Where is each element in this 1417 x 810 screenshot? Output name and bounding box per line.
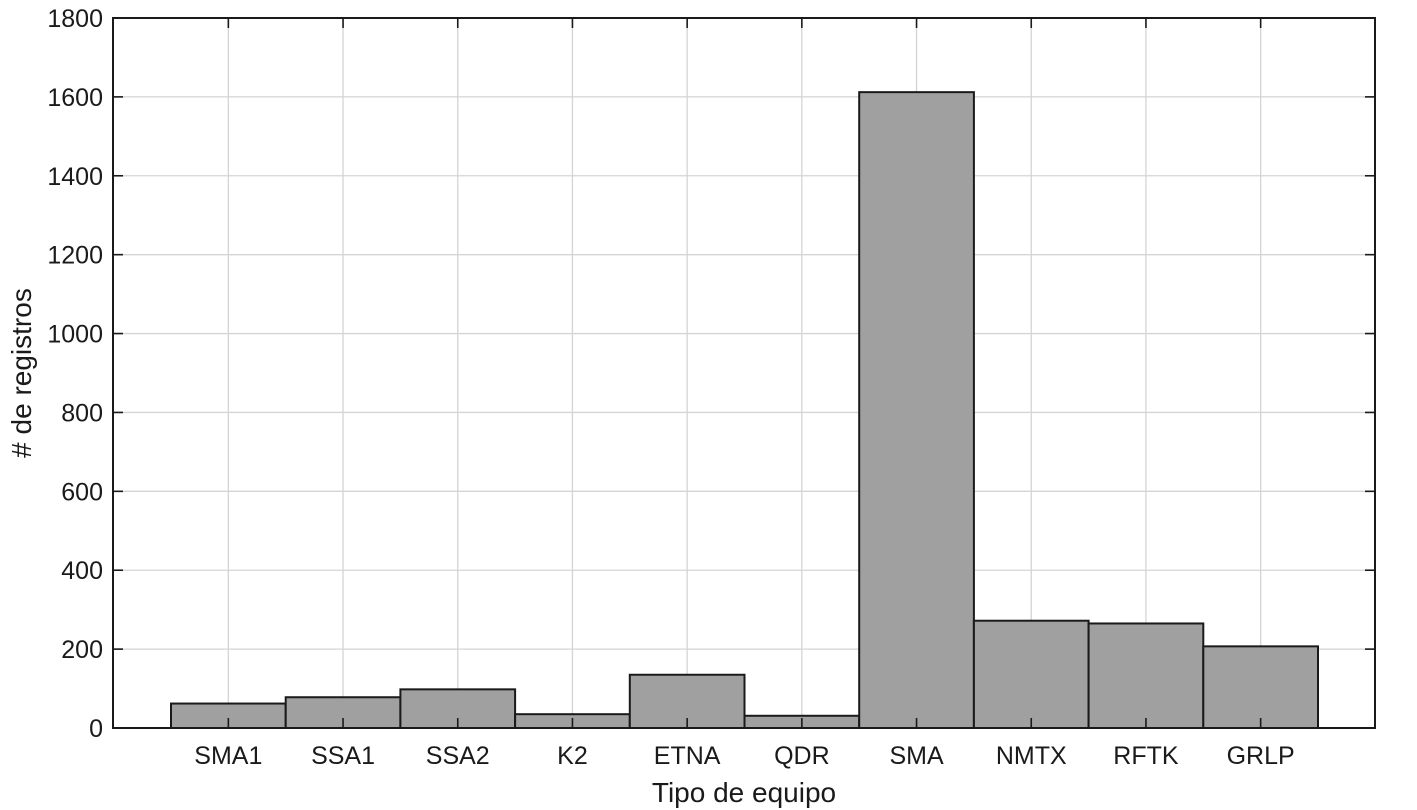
bar	[1087, 622, 1205, 730]
y-tick-label: 1400	[47, 163, 103, 191]
bar	[858, 91, 975, 729]
bar	[1202, 645, 1320, 729]
x-tick-label: NMTX	[996, 742, 1067, 770]
y-tick-label: 200	[61, 636, 103, 664]
plot-frame	[112, 17, 1376, 729]
x-tick-label: K2	[557, 742, 588, 770]
bar	[972, 619, 1090, 730]
y-tick-label: 0	[89, 715, 103, 743]
x-tick-label: RFTK	[1113, 742, 1179, 770]
y-tick-label: 1800	[47, 5, 103, 33]
grid-lines	[113, 17, 1375, 729]
y-tick-label: 400	[61, 557, 103, 585]
y-tick-label: 800	[61, 399, 103, 427]
x-tick-label: SSA2	[426, 742, 490, 770]
y-tick-label: 1600	[47, 84, 103, 112]
x-tick-label: SMA	[889, 742, 944, 770]
x-tick-label: SSA1	[311, 742, 375, 770]
x-tick-label: QDR	[774, 742, 830, 770]
x-tick-label: SMA1	[194, 742, 262, 770]
x-tick-label: ETNA	[654, 742, 721, 770]
y-tick-label: 1000	[47, 321, 103, 349]
x-tick-label: GRLP	[1227, 742, 1295, 770]
x-tick-labels: SMA1 SSA1 SSA2 K2 ETNA QDR SMA NMTX RFTK GRLP	[194, 742, 1294, 770]
axis-ticks	[113, 17, 1375, 729]
y-tick-labels: 0 200 400 600 800 1000 1200 1400 1600 1800	[47, 5, 103, 743]
y-tick-label: 600	[61, 478, 103, 506]
y-tick-label: 1200	[47, 242, 103, 270]
x-axis-title: Tipo de equipo	[652, 777, 836, 808]
y-axis-title: # de registros	[6, 288, 37, 458]
